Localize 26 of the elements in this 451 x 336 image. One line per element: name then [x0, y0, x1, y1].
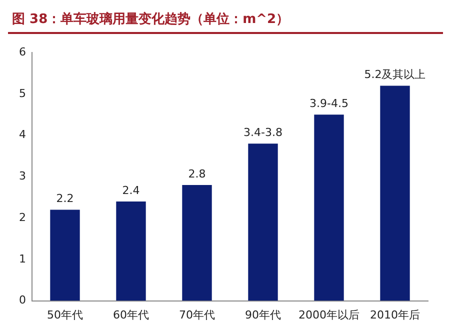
y-tick-label: 6: [19, 45, 26, 58]
data-label: 2.4: [122, 184, 140, 197]
data-label: 2.2: [56, 192, 74, 206]
x-tick-label: 60年代: [113, 308, 149, 322]
data-label: 2.8: [188, 167, 206, 180]
y-tick-label: 1: [19, 252, 26, 266]
y-tick-label: 2: [19, 210, 26, 224]
y-tick-label: 3: [19, 170, 26, 183]
data-label: 3.4-3.8: [244, 126, 282, 139]
data-label: 5.2及其以上: [364, 68, 426, 82]
x-tick-label: 50年代: [47, 308, 83, 322]
data-label: 3.9-4.5: [310, 97, 348, 110]
x-tick-label: 90年代: [245, 308, 281, 322]
bar: [248, 144, 278, 301]
bar: [50, 210, 80, 301]
bar: [116, 202, 146, 301]
x-tick-label: 2010年后: [370, 308, 420, 322]
y-tick-label: 0: [19, 294, 26, 307]
x-tick-label: 2000年以后: [298, 308, 360, 322]
bar: [314, 114, 344, 301]
chart-title: 图 38：单车玻璃用量变化趋势（单位：m^2）: [8, 8, 443, 34]
y-tick-label: 4: [19, 128, 26, 142]
bar: [380, 86, 410, 301]
x-tick-label: 70年代: [179, 308, 215, 322]
bar: [182, 184, 212, 301]
y-tick-label: 5: [19, 86, 26, 100]
